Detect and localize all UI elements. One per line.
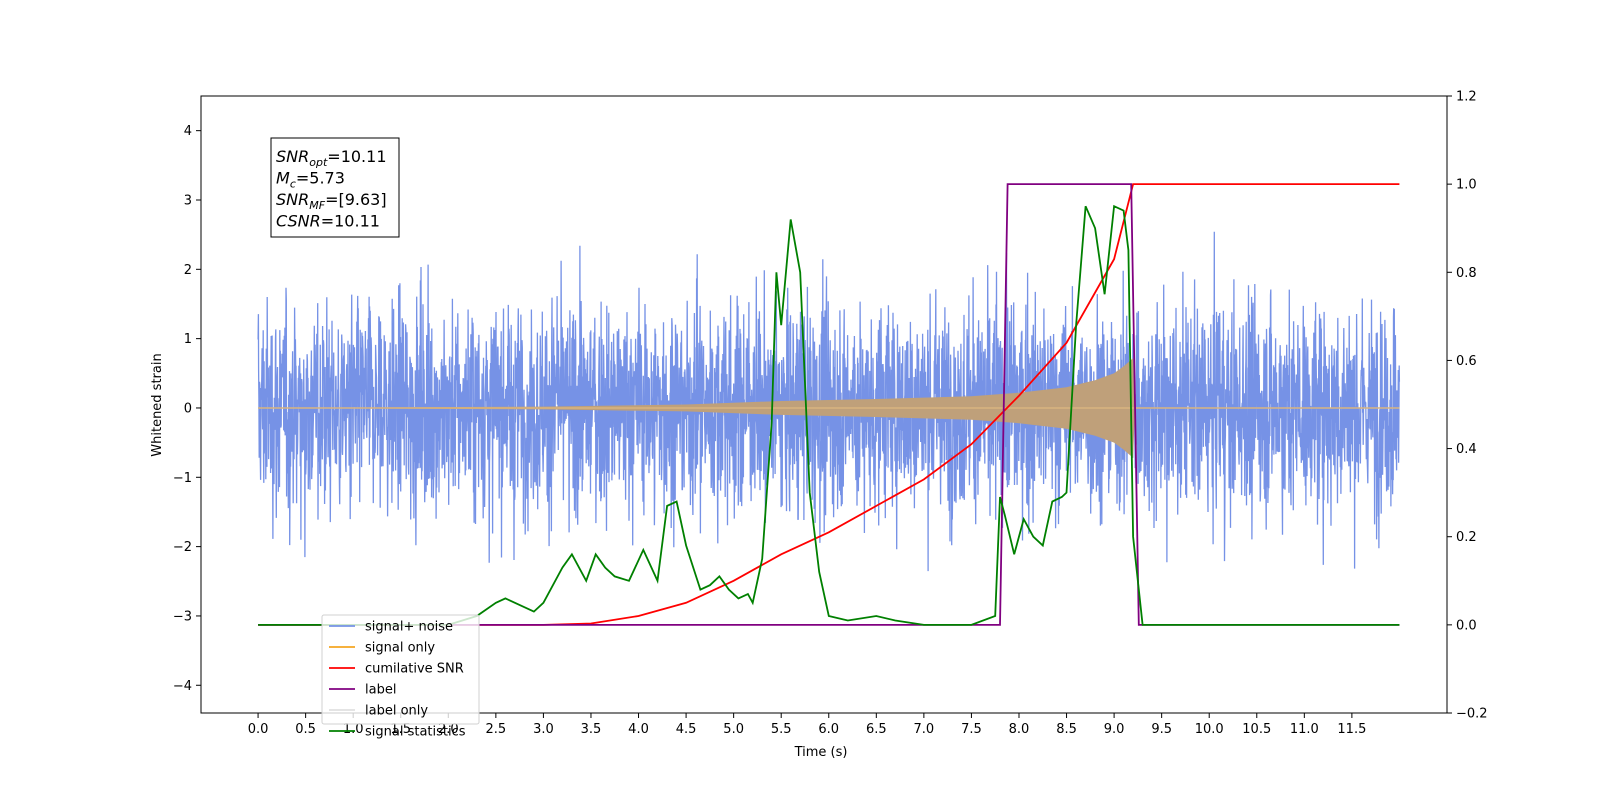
x-tick-label: 3.0 bbox=[533, 722, 554, 737]
x-tick-label: 4.5 bbox=[676, 722, 697, 737]
legend-entry: signal only bbox=[365, 641, 435, 656]
x-tick-label: 2.0 bbox=[438, 722, 459, 737]
y-tick-label: 0 bbox=[184, 401, 192, 416]
x-tick-label: 8.5 bbox=[1056, 722, 1077, 737]
y-tick-label: −2 bbox=[173, 540, 192, 555]
annotation-line: SNRopt=10.11 bbox=[276, 147, 387, 169]
y2-tick-label: 1.2 bbox=[1456, 90, 1477, 105]
y2-tick-label: −0.2 bbox=[1456, 707, 1488, 722]
y2-tick-label: 0.4 bbox=[1456, 442, 1477, 457]
x-tick-label: 7.5 bbox=[961, 722, 982, 737]
x-tick-label: 6.5 bbox=[866, 722, 887, 737]
x-tick-label: 11.5 bbox=[1337, 722, 1366, 737]
series-signal-statistics bbox=[258, 204, 1400, 626]
y2-tick-label: 0.2 bbox=[1456, 530, 1477, 545]
annotation-box: SNRopt=10.11Mc=5.73SNRMF=[9.63]CSNR=10.1… bbox=[270, 137, 400, 238]
series-signal-noise bbox=[257, 231, 1401, 572]
x-tick-label: 9.5 bbox=[1151, 722, 1172, 737]
x-tick-label: 1.0 bbox=[343, 722, 364, 737]
y-tick-label: −1 bbox=[173, 471, 192, 486]
x-tick-label: 11.0 bbox=[1290, 722, 1319, 737]
y-axis-label: Whitened strain bbox=[150, 353, 165, 456]
y-tick-label: −4 bbox=[173, 679, 192, 694]
y2-tick-label: 0.8 bbox=[1456, 266, 1477, 281]
annotation-frame bbox=[270, 137, 400, 238]
series-cumilative-snr bbox=[258, 183, 1400, 626]
x-tick-label: 10.0 bbox=[1195, 722, 1224, 737]
y2-tick-label: 0.0 bbox=[1456, 618, 1477, 633]
legend-entry: signal statistics bbox=[365, 725, 466, 740]
y2-tick-label: 1.0 bbox=[1456, 178, 1477, 193]
x-tick-label: 2.5 bbox=[486, 722, 507, 737]
y-tick-label: 1 bbox=[184, 332, 192, 347]
legend: signal+ noise signal only cumilative SNR la… bbox=[321, 614, 480, 740]
x-tick-label: 0.5 bbox=[295, 722, 316, 737]
x-tick-label: 0.0 bbox=[248, 722, 269, 737]
x-axis-label: Time (s) bbox=[794, 745, 848, 760]
y-tick-label: −3 bbox=[173, 609, 192, 624]
x-tick-label: 9.0 bbox=[1104, 722, 1125, 737]
x-tick-label: 3.5 bbox=[581, 722, 602, 737]
x-tick-label: 6.0 bbox=[818, 722, 839, 737]
legend-entry: cumilative SNR bbox=[365, 662, 464, 677]
y2-tick-label: 0.6 bbox=[1456, 354, 1477, 369]
plot-area bbox=[257, 183, 1401, 626]
x-tick-label: 5.0 bbox=[723, 722, 744, 737]
x-tick-label: 1.5 bbox=[390, 722, 411, 737]
y-tick-label: 3 bbox=[184, 193, 192, 208]
x-tick-label: 7.0 bbox=[914, 722, 935, 737]
x-tick-label: 5.5 bbox=[771, 722, 792, 737]
x-tick-label: 10.5 bbox=[1242, 722, 1271, 737]
annotation-line: Mc=5.73 bbox=[276, 169, 345, 191]
axes-frame bbox=[200, 95, 1448, 714]
axes: 0.0 0.5 1.0 1.5 2.0 2.5 3.0 3.5 4.0 4.5 5.0 5.5 6.0 6… bbox=[173, 90, 1488, 738]
legend-entry: signal+ noise bbox=[365, 620, 453, 635]
x-tick-label: 8.0 bbox=[1009, 722, 1030, 737]
annotation-line: SNRMF=[9.63] bbox=[276, 190, 387, 212]
x-tick-label: 4.0 bbox=[628, 722, 649, 737]
legend-entry: label bbox=[365, 683, 396, 698]
legend-entry: label only bbox=[365, 704, 428, 719]
annotation-line: CSNR=10.11 bbox=[276, 212, 380, 231]
y-tick-label: 2 bbox=[184, 263, 192, 278]
legend-frame bbox=[321, 614, 480, 725]
y-tick-label: 4 bbox=[184, 124, 192, 139]
